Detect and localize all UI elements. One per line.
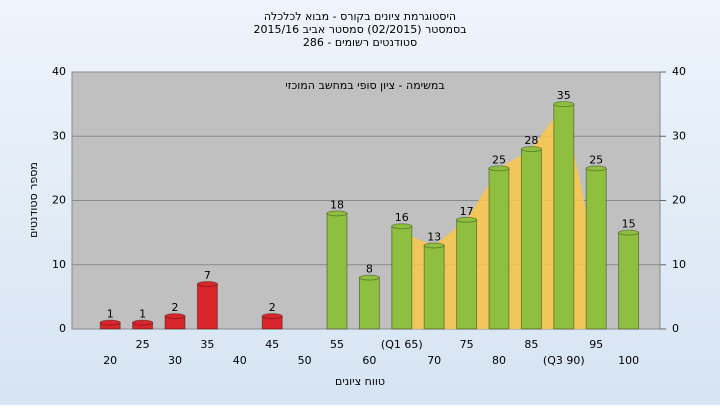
x-tick-label: (Q1 65) xyxy=(381,338,423,351)
y-tick-label: 0 xyxy=(59,322,66,335)
data-label: 25 xyxy=(589,153,603,166)
data-label: 1 xyxy=(139,308,146,321)
bar xyxy=(358,277,380,330)
y2-tick-label: 10 xyxy=(672,258,686,271)
x-tick-label: 35 xyxy=(200,338,214,351)
y2-tick-label: 20 xyxy=(672,194,686,207)
data-label: 15 xyxy=(622,218,636,231)
x-axis-label: טווח ציונים xyxy=(335,375,385,388)
bar-top xyxy=(358,274,380,281)
y-tick-label: 10 xyxy=(52,258,66,271)
bar xyxy=(196,283,218,330)
bar xyxy=(488,167,510,330)
data-label: 2 xyxy=(172,301,179,314)
bar xyxy=(585,167,607,330)
x-tick-label: 45 xyxy=(265,338,279,351)
y-tick-label: 20 xyxy=(52,194,66,207)
data-label: 7 xyxy=(204,269,211,282)
bar-top xyxy=(261,313,283,320)
data-label: 13 xyxy=(427,230,441,243)
bar xyxy=(423,244,445,330)
annotation: במשימה - ציון סופי במחשב המוכזי xyxy=(285,79,445,92)
x-tick-label: 70 xyxy=(427,354,441,367)
bar xyxy=(391,225,413,330)
chart-subtitle: סטודנטים רשומים - 286 xyxy=(303,36,417,49)
bar-top xyxy=(99,319,121,326)
bar-top xyxy=(391,223,413,230)
bar-top xyxy=(553,101,575,108)
bar-top xyxy=(456,216,478,223)
x-tick-label: 55 xyxy=(330,338,344,351)
x-tick-label: 95 xyxy=(589,338,603,351)
bar xyxy=(618,232,640,330)
chart-title: היסטוגרמת ציונים בקורס - מבוא לכלכלה xyxy=(264,10,456,23)
data-label: 2 xyxy=(269,301,276,314)
data-label: 35 xyxy=(557,89,571,102)
x-tick-label: 85 xyxy=(524,338,538,351)
bar xyxy=(326,212,348,330)
bar-top xyxy=(423,242,445,249)
x-tick-label: 50 xyxy=(298,354,312,367)
x-tick-label: (Q3 90) xyxy=(543,354,585,367)
data-label: 16 xyxy=(395,211,409,224)
bar xyxy=(456,219,478,330)
x-tick-label: 80 xyxy=(492,354,506,367)
bar-top xyxy=(585,165,607,172)
y-axis-label: מספר סטודנטים xyxy=(27,162,40,238)
bar xyxy=(520,148,542,330)
y2-tick-label: 40 xyxy=(672,65,686,78)
x-tick-label: 25 xyxy=(136,338,150,351)
data-label: 17 xyxy=(460,205,474,218)
bar-top xyxy=(164,313,186,320)
bar-top xyxy=(132,319,154,326)
data-label: 28 xyxy=(524,134,538,147)
y2-tick-label: 0 xyxy=(672,322,679,335)
y-tick-label: 30 xyxy=(52,129,66,142)
bar-top xyxy=(520,146,542,153)
x-tick-label: 60 xyxy=(362,354,376,367)
bar xyxy=(553,103,575,330)
data-label: 8 xyxy=(366,263,373,276)
x-tick-label: 100 xyxy=(618,354,639,367)
x-tick-label: 20 xyxy=(103,354,117,367)
x-tick-label: 40 xyxy=(233,354,247,367)
x-tick-label: 75 xyxy=(460,338,474,351)
data-label: 25 xyxy=(492,153,506,166)
x-tick-label: 30 xyxy=(168,354,182,367)
data-label: 18 xyxy=(330,198,344,211)
bar-top xyxy=(488,165,510,172)
bar-top xyxy=(618,229,640,236)
y-tick-label: 40 xyxy=(52,65,66,78)
bar-top xyxy=(326,210,348,217)
y2-tick-label: 30 xyxy=(672,129,686,142)
bar-top xyxy=(196,281,218,288)
data-label: 1 xyxy=(107,308,114,321)
chart-subtitle: בסמסטר (02/2015) סמסטר אביב 2015/16 xyxy=(253,23,466,36)
